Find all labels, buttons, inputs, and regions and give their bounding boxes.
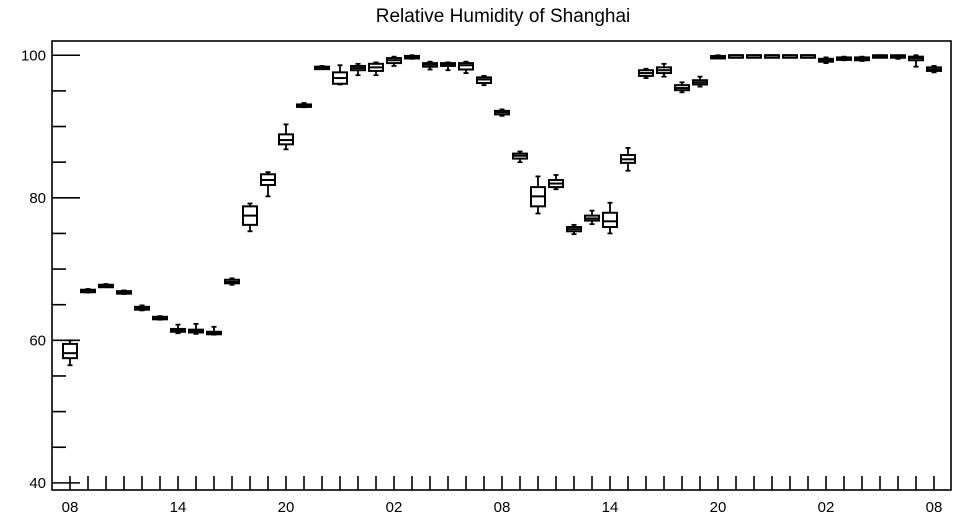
- box-plot: [908, 54, 924, 68]
- box-plot: [584, 209, 600, 226]
- box-plot: [404, 54, 420, 60]
- box-plot: [458, 60, 474, 74]
- box-plot: [674, 81, 690, 94]
- box-plot: [728, 54, 744, 59]
- box-plot: [98, 283, 114, 289]
- box-plot: [224, 277, 240, 286]
- box-plot: [332, 64, 348, 86]
- box-plot: [602, 201, 618, 235]
- box-plot: [566, 223, 582, 236]
- box-plot: [314, 65, 330, 71]
- x-axis: 08 14 20 02 08 14 20 02 08: [62, 476, 943, 516]
- box-plot: [386, 55, 402, 67]
- box-plot: [296, 102, 312, 109]
- box-plot: [188, 323, 204, 335]
- box-plot: [620, 147, 636, 172]
- box-plot: [476, 75, 492, 87]
- box-plot: [638, 67, 654, 79]
- box-plot: [80, 288, 96, 294]
- x-tick-label: 08: [926, 499, 943, 516]
- box-plot: [206, 325, 222, 336]
- box: [62, 342, 78, 360]
- boxes: [62, 54, 942, 367]
- x-tick-label: 20: [710, 499, 727, 516]
- box: [458, 62, 474, 71]
- x-tick-label: 02: [386, 499, 403, 516]
- box-plot: [818, 56, 834, 64]
- x-tick-label: 14: [170, 499, 187, 516]
- x-tick-label: 14: [602, 499, 619, 516]
- box-plot: [116, 289, 132, 295]
- box-plot: [152, 315, 168, 321]
- y-tick-label: 60: [29, 332, 46, 349]
- box: [602, 211, 618, 229]
- y-tick-label: 40: [29, 475, 46, 492]
- box-plot: [782, 54, 798, 59]
- box-plot: [512, 150, 528, 164]
- box-plot: [764, 54, 780, 59]
- x-tick-label: 20: [278, 499, 295, 516]
- y-tick-label: 80: [29, 190, 46, 207]
- x-tick-label: 08: [494, 499, 511, 516]
- box-plot: [692, 75, 708, 88]
- y-axis: 40 60 80 100: [21, 47, 80, 492]
- box-plot: [800, 54, 816, 59]
- box-plot: [872, 54, 888, 59]
- box-plot: [494, 108, 510, 117]
- box-plot: [350, 62, 366, 77]
- box-plot: [260, 171, 276, 198]
- chart-title: Relative Humidity of Shanghai: [376, 6, 631, 27]
- box-plot: [242, 202, 258, 233]
- box-plot: [548, 174, 564, 191]
- x-tick-label: 02: [818, 499, 835, 516]
- box-plot: [854, 55, 870, 62]
- box-plot: [278, 123, 294, 151]
- box-plot: [710, 54, 726, 60]
- box-plot: [890, 54, 906, 60]
- box-plot: [440, 61, 456, 72]
- box-plot: [62, 339, 78, 367]
- box-plot: [836, 55, 852, 62]
- box-plot: [530, 175, 546, 215]
- box-plot: [422, 60, 438, 71]
- x-tick-label: 08: [62, 499, 79, 516]
- y-tick-label: 100: [21, 47, 46, 64]
- box-plot: [134, 304, 150, 312]
- plot-frame: [51, 40, 952, 491]
- box-plot: [746, 54, 762, 59]
- box-plot: [368, 61, 384, 77]
- box-plot: [656, 62, 672, 78]
- box-plot: [926, 65, 942, 74]
- box-plot: [170, 323, 186, 335]
